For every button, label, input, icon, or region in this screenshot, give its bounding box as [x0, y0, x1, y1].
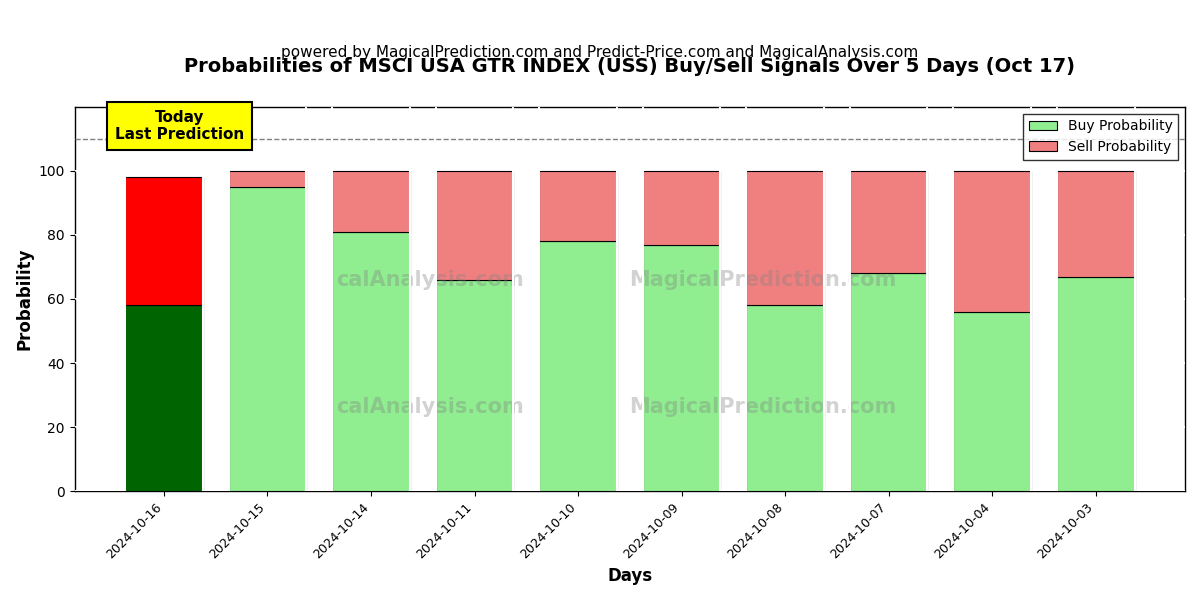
Text: powered by MagicalPrediction.com and Predict-Price.com and MagicalAnalysis.com: powered by MagicalPrediction.com and Pre… — [281, 45, 919, 60]
Bar — [643, 245, 720, 491]
Bar — [746, 171, 824, 305]
Bar — [1057, 277, 1134, 491]
Bar — [953, 171, 1031, 312]
Bar — [332, 232, 410, 491]
X-axis label: Days: Days — [607, 567, 653, 585]
Bar — [436, 280, 514, 491]
Bar — [539, 241, 617, 491]
Text: calAnalysis.com: calAnalysis.com — [336, 270, 524, 290]
Bar — [643, 171, 720, 245]
Bar — [850, 274, 928, 491]
Y-axis label: Probability: Probability — [16, 248, 34, 350]
Title: Probabilities of MSCI USA GTR INDEX (USS) Buy/Sell Signals Over 5 Days (Oct 17): Probabilities of MSCI USA GTR INDEX (USS… — [185, 57, 1075, 76]
Bar — [539, 171, 617, 241]
Text: calAnalysis.com: calAnalysis.com — [336, 397, 524, 416]
Bar — [125, 305, 203, 491]
Bar — [229, 171, 306, 187]
Bar — [746, 305, 824, 491]
Text: MagicalPrediction.com: MagicalPrediction.com — [630, 270, 896, 290]
Bar — [229, 187, 306, 491]
Text: Today
Last Prediction: Today Last Prediction — [115, 110, 244, 142]
Text: MagicalPrediction.com: MagicalPrediction.com — [630, 397, 896, 416]
Bar — [436, 171, 514, 280]
Legend: Buy Probability, Sell Probability: Buy Probability, Sell Probability — [1024, 113, 1178, 160]
Bar — [125, 177, 203, 305]
Bar — [1057, 171, 1134, 277]
Bar — [953, 312, 1031, 491]
Bar — [332, 171, 410, 232]
Bar — [850, 171, 928, 274]
